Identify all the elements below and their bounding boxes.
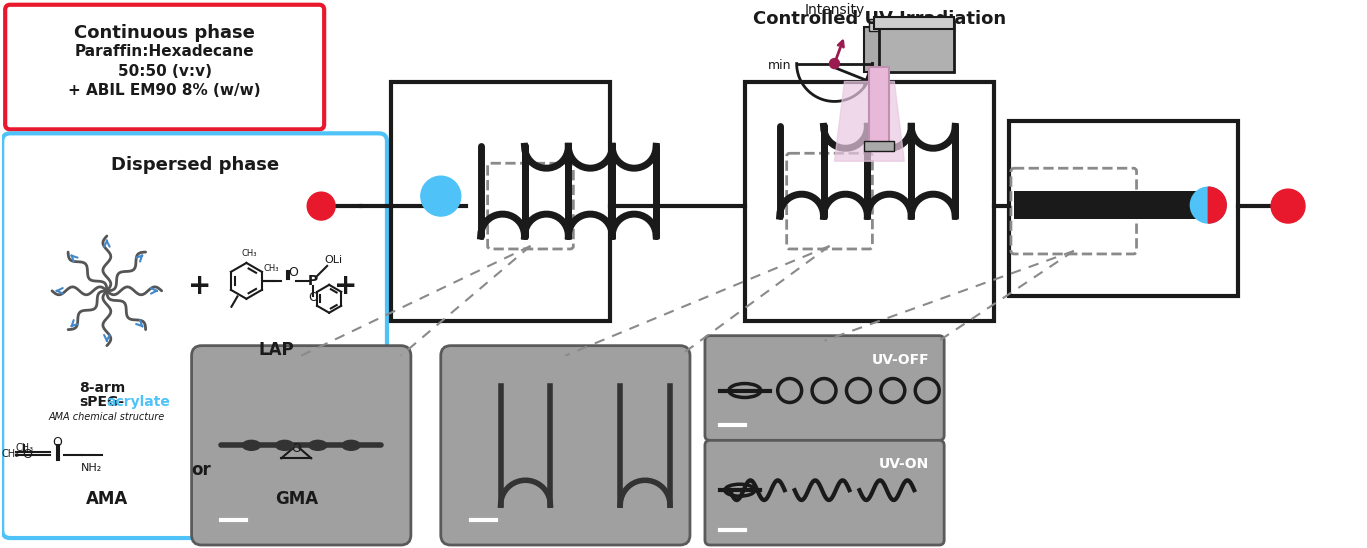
Bar <box>879 22 954 72</box>
Circle shape <box>1191 187 1226 223</box>
Text: CH₃: CH₃ <box>264 264 279 273</box>
Text: NH₂: NH₂ <box>81 463 103 473</box>
Text: UV-ON: UV-ON <box>879 457 930 471</box>
FancyBboxPatch shape <box>705 336 945 441</box>
Bar <box>1014 191 1203 219</box>
Text: sPEG-: sPEG- <box>79 396 124 409</box>
Text: acrylate: acrylate <box>107 396 171 409</box>
Text: CH₃: CH₃ <box>242 249 257 258</box>
Text: O: O <box>288 266 298 279</box>
Text: AMA chemical structure: AMA chemical structure <box>49 413 165 423</box>
FancyBboxPatch shape <box>705 441 945 545</box>
Text: Dispersed phase: Dispersed phase <box>111 156 279 174</box>
Text: 50:50 (v:v): 50:50 (v:v) <box>118 64 212 78</box>
Ellipse shape <box>242 441 260 450</box>
FancyBboxPatch shape <box>5 5 324 129</box>
Text: O: O <box>291 442 301 455</box>
Circle shape <box>308 192 335 220</box>
Text: 8-arm: 8-arm <box>79 380 124 395</box>
Text: CH₂: CH₂ <box>1 449 19 459</box>
Text: AMA: AMA <box>86 490 128 508</box>
Wedge shape <box>1208 187 1226 223</box>
Text: +: + <box>187 272 212 300</box>
Ellipse shape <box>309 441 327 450</box>
Text: O: O <box>308 291 319 304</box>
Circle shape <box>421 176 461 216</box>
Bar <box>864 27 924 72</box>
Text: P: P <box>308 274 319 288</box>
Bar <box>745 82 994 321</box>
Ellipse shape <box>342 441 360 450</box>
Text: or: or <box>191 461 212 480</box>
Bar <box>864 141 894 151</box>
Bar <box>1009 121 1239 296</box>
Text: Continuous phase: Continuous phase <box>74 24 256 42</box>
Circle shape <box>830 59 839 68</box>
FancyBboxPatch shape <box>440 346 690 545</box>
Bar <box>869 19 927 31</box>
Bar <box>875 16 954 28</box>
Circle shape <box>1271 189 1305 223</box>
Text: GMA: GMA <box>275 490 317 508</box>
Polygon shape <box>834 82 905 161</box>
Text: OLi: OLi <box>324 255 342 265</box>
FancyBboxPatch shape <box>3 133 387 538</box>
Text: Intensity: Intensity <box>804 3 865 17</box>
Text: min: min <box>768 59 791 72</box>
Text: +: + <box>335 272 358 300</box>
Ellipse shape <box>276 441 294 450</box>
Text: Controlled UV-Irradiation: Controlled UV-Irradiation <box>753 10 1006 28</box>
Text: O: O <box>22 448 31 461</box>
Text: Paraffin:Hexadecane: Paraffin:Hexadecane <box>75 44 254 59</box>
Bar <box>391 82 610 321</box>
Text: + ABIL EM90 8% (w/w): + ABIL EM90 8% (w/w) <box>68 83 261 99</box>
Text: LAP: LAP <box>258 341 294 359</box>
Text: max: max <box>878 59 905 72</box>
Text: UV-OFF: UV-OFF <box>872 352 930 367</box>
Text: CH₃: CH₃ <box>15 443 33 453</box>
Text: O: O <box>52 436 62 449</box>
Bar <box>869 66 890 146</box>
FancyBboxPatch shape <box>191 346 411 545</box>
